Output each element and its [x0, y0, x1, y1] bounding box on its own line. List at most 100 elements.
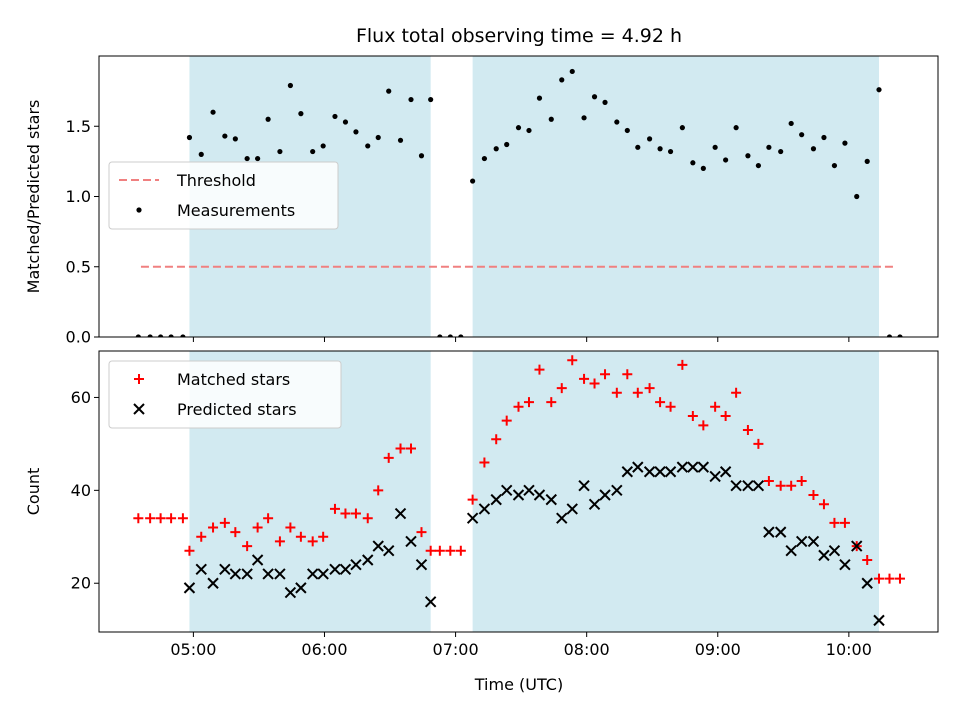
y-tick-label: 20: [71, 574, 91, 593]
measurement-point: [437, 334, 443, 337]
predicted-star-point: [274, 568, 286, 580]
measurement-point: [353, 129, 359, 135]
predicted-star-point: [295, 582, 307, 594]
measurement-point: [646, 136, 653, 142]
measurement-point: [723, 157, 729, 163]
predicted-star-point: [229, 568, 242, 580]
matched-star-point: [491, 434, 502, 445]
measurement-point: [679, 125, 685, 131]
legend-label: Predicted stars: [177, 400, 297, 419]
ratio-panel: 0.0 0.5 1.0 1.5 Matched/Predicted stars Thres…: [24, 55, 939, 347]
predicted-star-point: [839, 558, 851, 571]
legend: Matched stars Predicted stars: [108, 360, 342, 429]
matched-star-point: [808, 489, 819, 500]
predicted-star-point: [424, 596, 437, 608]
matched-star-point: [307, 536, 318, 547]
matched-star-point: [763, 476, 774, 487]
matched-star-point: [155, 513, 166, 524]
predicted-star-point: [350, 558, 362, 571]
matched-star-point: [600, 369, 611, 380]
matched-star-point: [285, 522, 296, 533]
x-tick-label: 08:00: [564, 640, 610, 659]
measurement-point: [657, 146, 663, 152]
predicted-star-point: [719, 466, 732, 478]
y-tick-label: 40: [71, 481, 91, 500]
matched-star-point: [655, 397, 666, 408]
y-tick-label: 1.0: [66, 187, 91, 206]
matched-star-point: [329, 503, 340, 514]
measurement-point: [332, 113, 338, 120]
predicted-star-point: [415, 558, 428, 571]
matched-star-point: [611, 387, 622, 398]
matched-star-point: [177, 513, 188, 524]
measurement-point: [591, 94, 598, 100]
measurement-point: [778, 148, 784, 155]
matched-star-point: [340, 508, 351, 519]
predicted-star-point: [664, 466, 677, 478]
y-tick-label: 0.0: [66, 328, 91, 347]
legend: Threshold Measurements: [108, 161, 339, 230]
matched-star-point: [350, 508, 361, 519]
predicted-star-point: [383, 545, 395, 557]
matched-star-point: [589, 378, 600, 389]
predicted-star-point: [251, 554, 264, 566]
measurement-point: [447, 334, 453, 337]
legend-box: [108, 161, 339, 230]
predicted-star-point: [621, 466, 634, 478]
measurement-point: [766, 144, 772, 150]
matched-star-point: [295, 531, 306, 542]
matched-star-point: [252, 522, 263, 533]
predicted-star-point: [774, 526, 787, 538]
measurement-point: [493, 146, 499, 152]
predicted-star-point: [818, 549, 830, 562]
matched-star-point: [775, 480, 786, 491]
predicted-star-point: [643, 466, 656, 478]
predicted-star-point: [828, 545, 841, 557]
predicted-star-point: [219, 563, 231, 576]
predicted-star-point: [466, 512, 479, 524]
matched-star-point: [479, 457, 490, 468]
legend-box: [108, 360, 342, 429]
matched-star-point: [753, 438, 764, 449]
predicted-star-point: [362, 554, 374, 566]
measurement-point: [602, 99, 608, 105]
measurement-point: [821, 134, 827, 141]
predicted-star-point: [676, 461, 689, 473]
measurement-point: [265, 116, 271, 122]
measurement-point: [667, 148, 674, 155]
matched-star-point: [230, 527, 241, 538]
x-axis-label: Time (UTC): [474, 675, 563, 694]
predicted-star-point: [697, 461, 710, 473]
matched-star-point: [677, 359, 688, 370]
measurement-point: [232, 136, 238, 142]
measurement-point: [700, 165, 706, 171]
predicted-star-point: [306, 568, 319, 580]
predicted-star-point: [523, 484, 535, 497]
predicted-star-point: [873, 614, 885, 627]
count-panel: 05:00 06:00 07:00 08:00 09:00 10:00 20 40 60 Coun…: [24, 350, 939, 659]
legend-predicted-swatch: [133, 403, 145, 415]
matched-star-point: [579, 373, 590, 384]
measurement-point: [255, 155, 261, 162]
observing-interval-shade: [472, 351, 880, 632]
measurement-point: [397, 137, 404, 143]
matched-star-point: [632, 387, 643, 398]
predicted-star-point: [183, 582, 196, 594]
measurement-point: [158, 334, 164, 337]
predicted-star-point: [709, 470, 721, 483]
measurement-point: [635, 144, 641, 150]
measurement-point: [799, 132, 805, 138]
x-tick-label: 05:00: [170, 640, 216, 659]
matched-star-point: [242, 541, 253, 552]
matched-star-point: [133, 513, 144, 524]
matched-star-point: [383, 452, 394, 463]
measurement-point: [320, 143, 326, 149]
y-axis-label: Matched/Predicted stars: [24, 100, 43, 294]
measurement-point: [745, 153, 751, 159]
measurement-point: [186, 134, 193, 141]
predicted-star-point: [763, 526, 775, 538]
measurement-point: [428, 96, 434, 103]
matched-star-point: [145, 513, 156, 524]
predicted-star-point: [566, 503, 578, 515]
